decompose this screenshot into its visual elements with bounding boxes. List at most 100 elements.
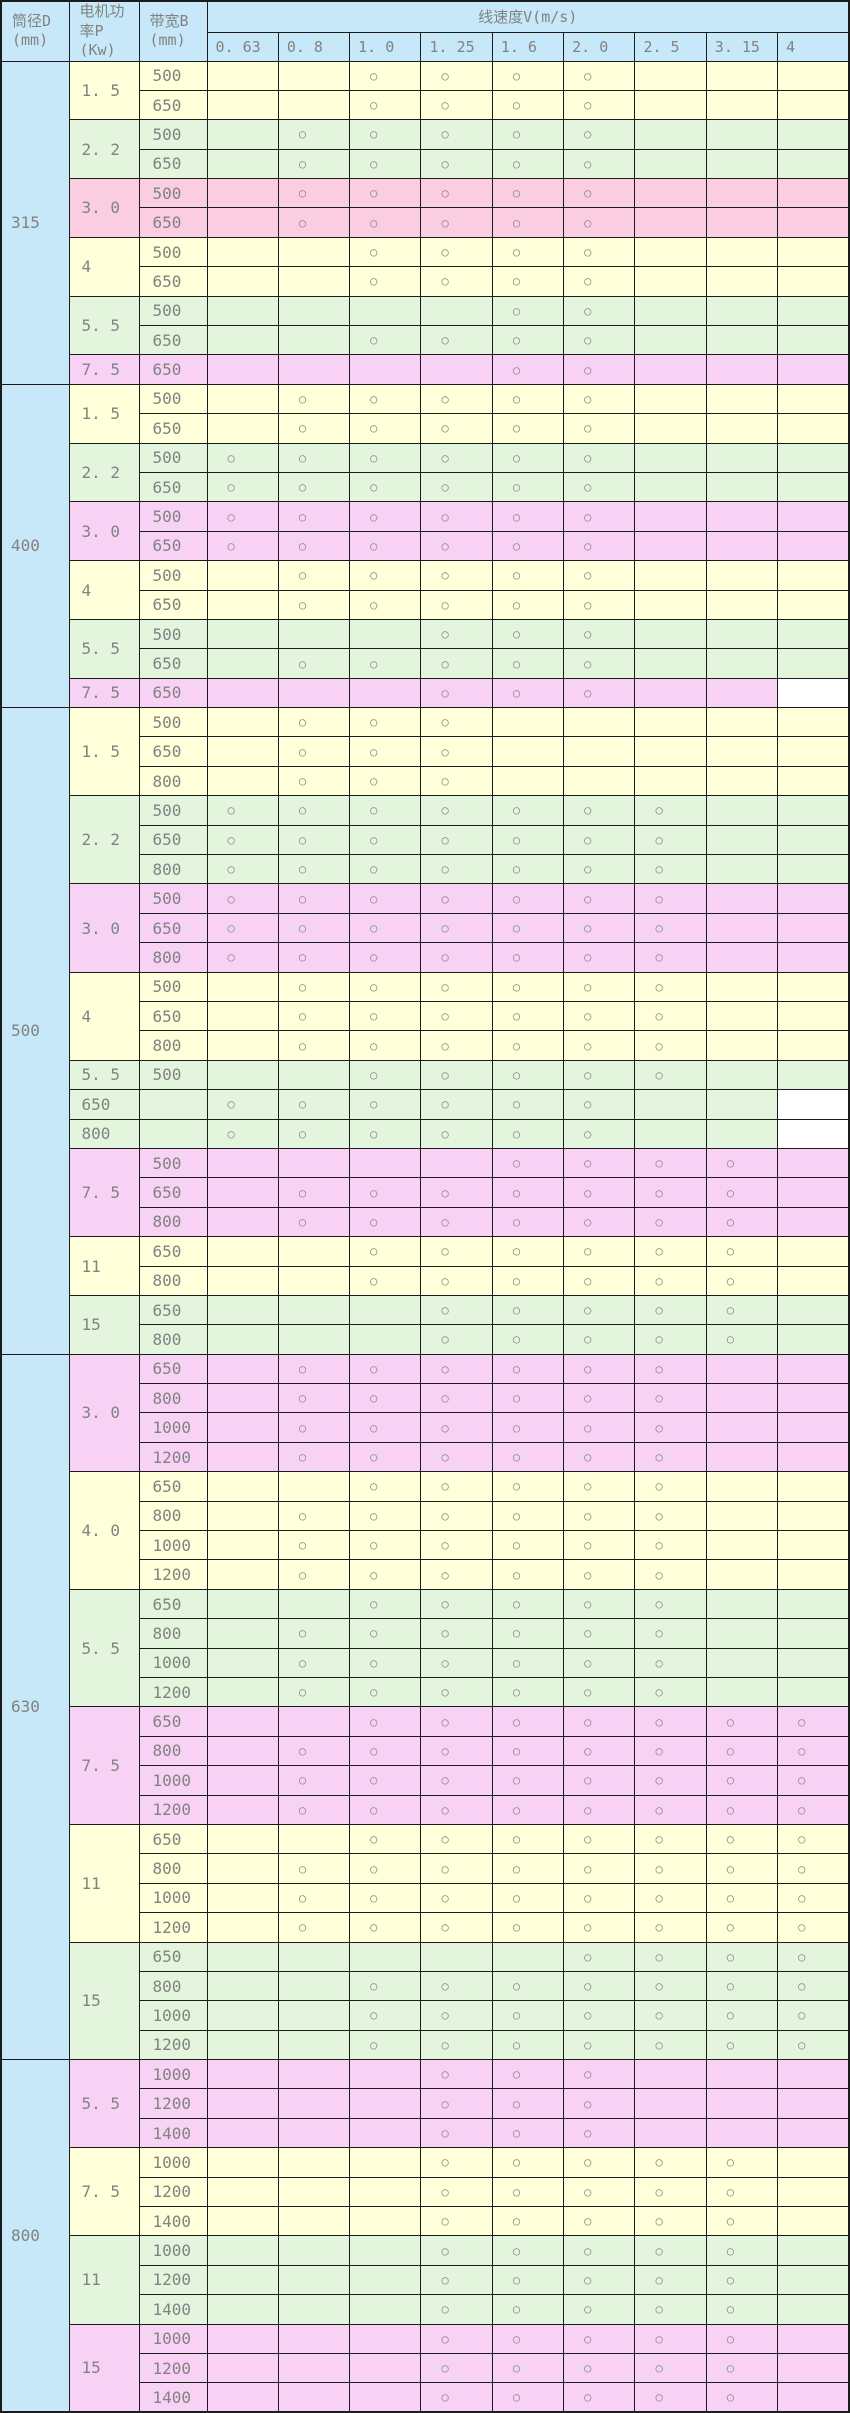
circle-marker: ○: [298, 1126, 307, 1141]
header-bandwidth: 带宽B (mm): [138, 0, 208, 62]
circle-marker: ○: [512, 2302, 521, 2317]
velocity-cell: ○: [491, 1676, 565, 1708]
shifted-bandwidth-label-cell: 650: [68, 1089, 140, 1120]
velocity-cell: [277, 1970, 351, 2002]
velocity-cell: [777, 1030, 850, 1061]
circle-marker: ○: [726, 1273, 735, 1288]
circle-marker: ○: [441, 2126, 449, 2141]
circle-marker: ○: [584, 2184, 592, 2199]
velocity-cell: ○: [563, 471, 636, 503]
circle-marker: ○: [441, 2214, 449, 2229]
table-row: 800 ○ ○ ○ ○ ○ ○ ○ ○: [1, 1853, 850, 1884]
velocity-cell: ○: [634, 1941, 707, 1972]
velocity-cell: [777, 2264, 850, 2296]
velocity-cell: ○: [563, 1853, 636, 1884]
circle-marker: ○: [584, 274, 592, 289]
bandwidth-cell: 1200: [138, 2264, 208, 2296]
velocity-cell: [349, 2382, 422, 2413]
bandwidth-cell: 650: [138, 1294, 208, 1326]
velocity-cell: [277, 2000, 351, 2031]
circle-marker: ○: [512, 1391, 521, 1406]
velocity-cell: ○: [491, 1500, 565, 1532]
shifted-bandwidth-label-cell: 800: [68, 1118, 140, 1149]
velocity-cell: [777, 677, 850, 709]
velocity-cell: [777, 736, 850, 767]
circle-marker: ○: [298, 1391, 307, 1406]
velocity-cell: [777, 1412, 850, 1443]
velocity-cell: [206, 178, 279, 209]
circle-marker: ○: [441, 1244, 449, 1259]
velocity-cell: ○: [634, 2147, 707, 2178]
velocity-cell: [777, 854, 850, 885]
circle-marker: ○: [798, 1890, 806, 1905]
bandwidth-cell: 500: [138, 883, 208, 914]
velocity-cell: [277, 2147, 351, 2178]
velocity-cell: ○: [420, 1030, 493, 1061]
circle-marker: ○: [512, 2243, 521, 2258]
velocity-cell: [705, 2059, 779, 2090]
circle-marker: ○: [298, 979, 307, 994]
velocity-cell: ○: [420, 1294, 493, 1326]
circle-marker: ○: [512, 597, 521, 612]
bandwidth-cell: 1000: [138, 1882, 208, 1914]
velocity-cell: [634, 677, 707, 709]
velocity-cell: ○: [420, 1823, 493, 1855]
velocity-cell: [349, 2088, 422, 2119]
circle-marker: ○: [512, 1332, 521, 1347]
velocity-cell: [705, 589, 779, 620]
velocity-cell: ○: [563, 2147, 636, 2178]
velocity-cell: ○: [491, 2264, 565, 2296]
bandwidth-cell: 1200: [138, 2088, 208, 2119]
table-row: 1000 ○ ○ ○ ○ ○ ○: [1, 1647, 850, 1678]
table-row: 1200 ○ ○ ○ ○ ○ ○: [1, 1559, 850, 1590]
bandwidth-cell: 1000: [138, 2323, 208, 2354]
velocity-cell: [563, 736, 636, 767]
velocity-cell: ○: [349, 1794, 422, 1825]
circle-marker: ○: [512, 1861, 521, 1876]
velocity-cell: ○: [277, 413, 351, 444]
velocity-cell: ○: [420, 1618, 493, 1649]
bandwidth-cell: 650: [138, 530, 208, 562]
velocity-cell: ○: [491, 1765, 565, 1796]
velocity-cell: [777, 618, 850, 650]
velocity-cell: [206, 2294, 279, 2325]
velocity-cell: [705, 295, 779, 327]
circle-marker: ○: [227, 921, 235, 936]
circle-marker: ○: [441, 715, 449, 730]
velocity-cell: [277, 236, 351, 268]
velocity-cell: ○: [277, 1559, 351, 1590]
bandwidth-cell: 1200: [138, 2176, 208, 2208]
circle-marker: ○: [584, 2243, 592, 2258]
table-row: 1200 ○ ○ ○ ○ ○: [1, 2352, 850, 2384]
circle-marker: ○: [512, 156, 521, 171]
velocity-cell: ○: [563, 60, 636, 91]
velocity-cell: ○: [705, 1294, 779, 1326]
circle-marker: ○: [370, 979, 378, 994]
circle-marker: ○: [512, 1597, 521, 1611]
circle-marker: ○: [584, 1185, 592, 1200]
velocity-cell: ○: [491, 1353, 565, 1385]
velocity-cell: ○: [563, 2176, 636, 2208]
velocity-cell: ○: [563, 1618, 636, 1649]
bandwidth-cell: [138, 1118, 208, 1149]
velocity-cell: ○: [206, 530, 279, 562]
velocity-cell: ○: [491, 824, 565, 856]
circle-marker: ○: [584, 1861, 592, 1876]
velocity-cell: ○: [563, 883, 636, 914]
bandwidth-cell: 650: [138, 1236, 208, 1267]
bandwidth-cell: 650: [138, 354, 208, 385]
circle-marker: ○: [655, 2272, 663, 2287]
velocity-cell: ○: [634, 2235, 707, 2266]
velocity-cell: [777, 971, 850, 1003]
velocity-cell: [705, 677, 779, 709]
table-row: 650 ○ ○ ○ ○: [1, 325, 850, 356]
velocity-cell: ○: [563, 1059, 636, 1091]
velocity-cell: [277, 1941, 351, 1972]
velocity-cell: ○: [420, 413, 493, 444]
circle-marker: ○: [227, 1126, 235, 1141]
velocity-cell: [277, 1471, 351, 1502]
circle-marker: ○: [441, 685, 449, 700]
bandwidth-cell: 650: [138, 1000, 208, 1032]
circle-marker: ○: [298, 921, 307, 936]
circle-marker: ○: [441, 1332, 449, 1347]
